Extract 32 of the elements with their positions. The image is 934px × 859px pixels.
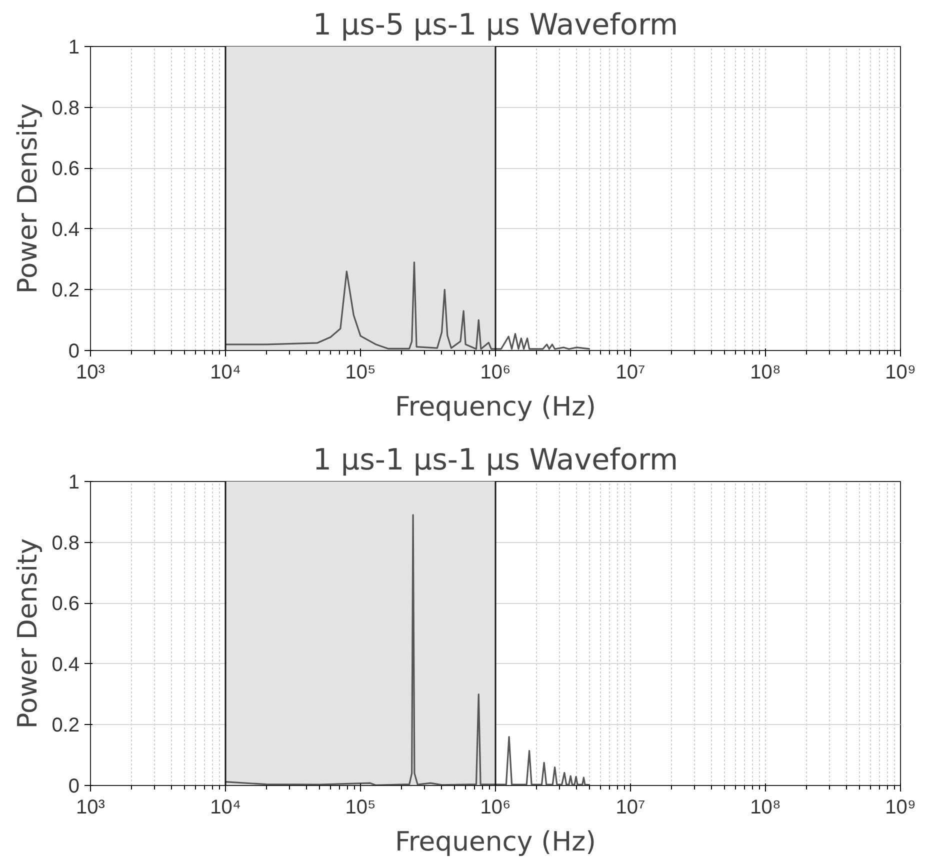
x-tick-label: 10⁴ [210,796,241,818]
x-tick-label: 10⁵ [345,796,376,818]
x-tick-label: 10⁵ [345,362,376,384]
x-tick-label: 10⁹ [885,362,916,384]
y-tick-label: 0.6 [52,158,80,180]
x-tick-label: 10⁴ [210,362,241,384]
y-axis-title: Power Density [12,538,44,729]
chart-title: 1 µs-5 µs-1 µs Waveform [312,8,678,42]
x-axis-title: Frequency (Hz) [394,392,596,422]
x-tick-label: 10⁸ [750,796,781,818]
y-tick-label: 1 [68,472,80,494]
x-tick-label: 10⁹ [885,796,916,818]
x-tick-label: 10⁶ [480,362,511,384]
y-tick-label: 0.8 [52,532,80,554]
x-tick-label: 10⁶ [480,796,511,818]
y-tick-label: 0 [68,776,80,798]
y-tick-label: 0.6 [52,593,80,616]
x-axis-title: Frequency (Hz) [394,826,596,858]
y-tick-label: 0.2 [52,714,80,737]
x-tick-label: 10⁷ [616,362,646,384]
x-tick-label: 10⁸ [750,362,781,384]
y-tick-label: 0.8 [52,97,80,120]
x-tick-label: 10⁷ [616,796,646,818]
y-tick-label: 0.4 [52,218,80,241]
x-tick-label: 10³ [76,796,106,818]
y-tick-label: 0.4 [52,654,80,676]
chart-title: 1 µs-1 µs-1 µs Waveform [312,442,678,476]
y-tick-label: 0.2 [52,280,80,302]
y-axis-title: Power Density [12,103,44,294]
x-tick-label: 10³ [76,362,106,384]
y-tick-label: 0 [68,340,80,362]
y-tick-label: 1 [68,36,80,58]
